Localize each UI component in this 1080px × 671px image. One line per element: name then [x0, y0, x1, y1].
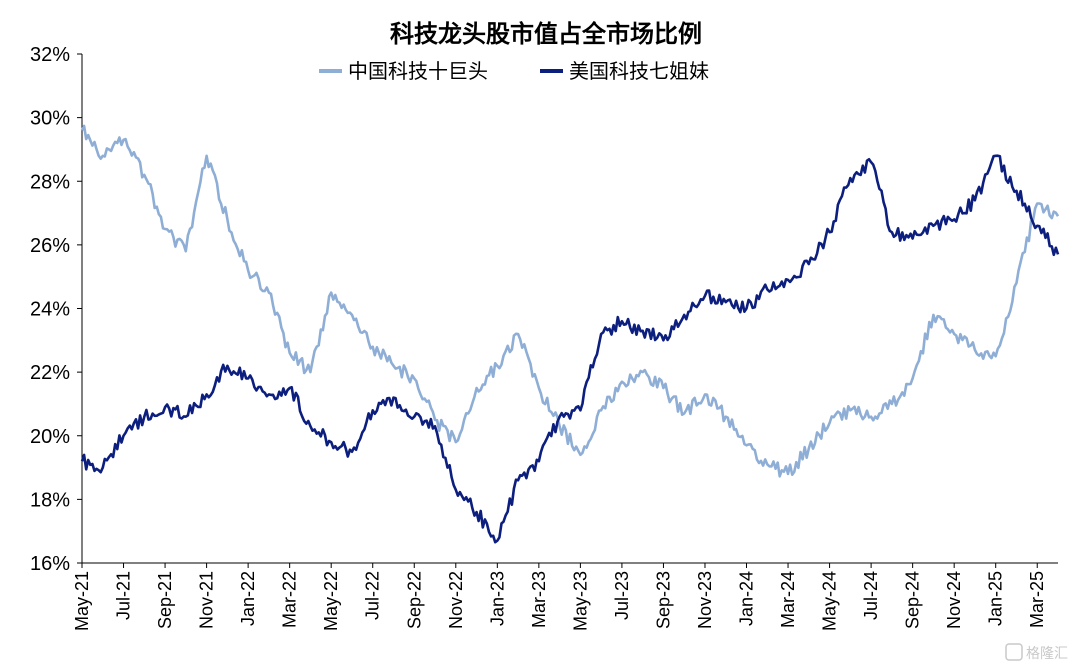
x-tick-label: Sep-24 — [903, 571, 923, 629]
x-tick-label: Jul-21 — [114, 571, 134, 620]
x-tick-label: Mar-23 — [529, 571, 549, 628]
x-tick-label: May-23 — [570, 571, 590, 631]
x-tick-label: Jul-22 — [363, 571, 383, 620]
x-tick-label: May-24 — [820, 571, 840, 631]
x-tick-label: Nov-22 — [446, 571, 466, 629]
y-tick-label: 22% — [30, 362, 70, 384]
x-tick-label: Mar-22 — [280, 571, 300, 628]
x-tick-label: Sep-21 — [155, 571, 175, 629]
x-tick-label: Mar-25 — [1027, 571, 1047, 628]
y-tick-label: 30% — [30, 108, 70, 130]
x-axis: May-21 Jul-21 Sep-21 Nov-21 Jan-22 Mar-22 May-… — [72, 562, 1058, 631]
series-line-0 — [80, 124, 1060, 478]
x-tick-label: Jan-22 — [238, 571, 258, 626]
x-tick-label: Jan-23 — [487, 571, 507, 626]
x-tick-label: May-21 — [72, 571, 92, 631]
watermark: 格隆汇 — [1005, 643, 1068, 662]
legend-label-china: 中国科技十巨头 — [348, 59, 488, 83]
x-tick-label: Jul-24 — [861, 571, 881, 620]
x-tick-label: Jul-23 — [612, 571, 632, 620]
x-tick-label: Nov-23 — [695, 571, 715, 629]
y-tick-label: 20% — [30, 426, 70, 448]
y-tick-label: 16% — [30, 553, 70, 575]
x-tick-label: Nov-24 — [944, 571, 964, 629]
watermark-logo-icon — [1005, 643, 1023, 661]
series-layer — [80, 124, 1060, 544]
x-tick-label: Jan-25 — [986, 571, 1006, 626]
y-tick-label: 18% — [30, 489, 70, 511]
x-tick-label: Nov-21 — [197, 571, 217, 629]
y-tick-label: 26% — [30, 235, 70, 257]
y-tick-label: 32% — [30, 44, 70, 66]
chart-title: 科技龙头股市值占全市场比例 — [390, 20, 702, 48]
series-line-1 — [80, 154, 1060, 544]
legend-label-us: 美国科技七姐妹 — [569, 59, 709, 83]
x-tick-label: Sep-23 — [653, 571, 673, 629]
y-tick-label: 24% — [30, 299, 70, 321]
x-tick-label: Jan-24 — [737, 571, 757, 626]
x-tick-label: Mar-24 — [778, 571, 798, 628]
x-tick-label: May-22 — [321, 571, 341, 631]
y-tick-label: 28% — [30, 171, 70, 193]
watermark-text: 格隆汇 — [1026, 646, 1068, 662]
legend: 中国科技十巨头 美国科技七姐妹 — [319, 59, 709, 83]
x-tick-label: Sep-22 — [404, 571, 424, 629]
y-axis: 16% 18% 20% 22% 24% 26% 28% 30% 32% — [30, 44, 83, 575]
